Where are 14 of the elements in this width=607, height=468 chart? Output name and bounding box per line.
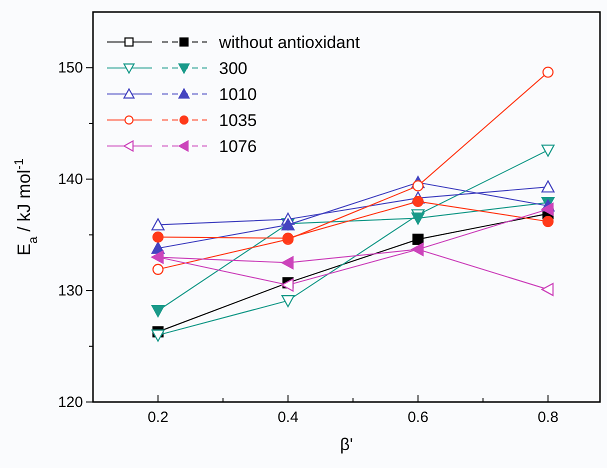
y-tick-label: 140	[58, 171, 83, 188]
x-tick-label: 0.2	[148, 409, 168, 426]
x-tick-label: 0.8	[538, 409, 558, 426]
legend-label: 1010	[219, 85, 257, 104]
y-tick-label: 120	[58, 394, 83, 411]
legend-label: without antioxidant	[218, 33, 360, 52]
legend-label: 1076	[219, 137, 257, 156]
legend-label: 1035	[219, 111, 257, 130]
x-tick-label: 0.6	[408, 409, 428, 426]
y-tick-label: 130	[58, 282, 83, 300]
y-tick-label: 150	[58, 60, 83, 77]
x-tick-label: 0.4	[278, 409, 298, 426]
legend-label: 300	[219, 59, 248, 78]
x-axis-title: β'	[340, 435, 354, 454]
